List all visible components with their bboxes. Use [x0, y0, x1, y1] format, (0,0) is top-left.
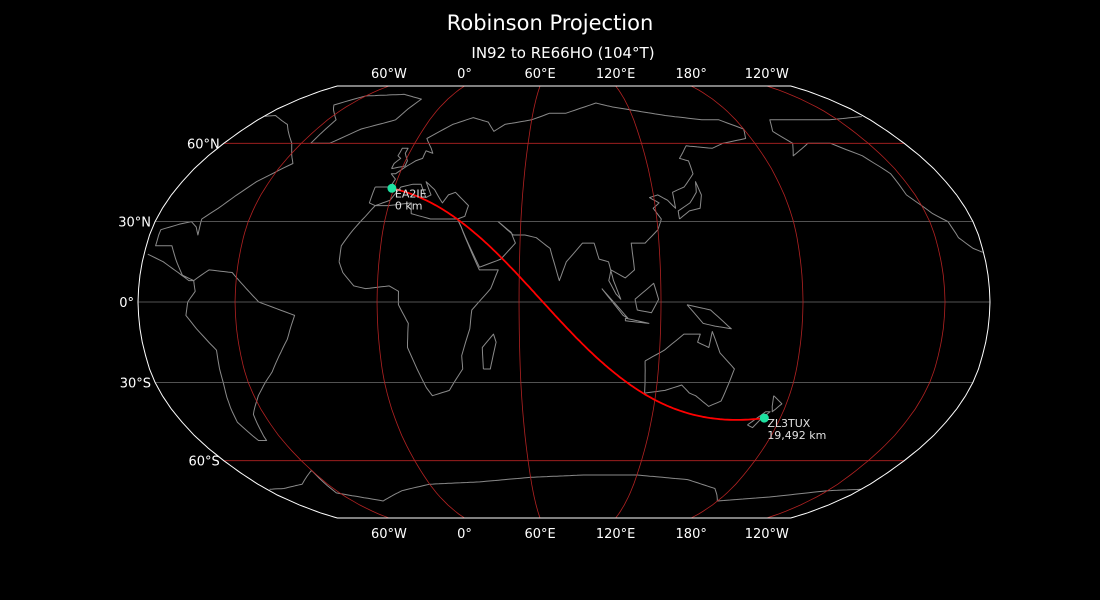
- station-distance: 19,492 km: [767, 429, 826, 442]
- station-callsign: ZL3TUX: [767, 417, 810, 430]
- coastline: [677, 181, 702, 220]
- coastline: [310, 93, 422, 144]
- lat-label: 60°S: [189, 455, 220, 470]
- coastline: [147, 115, 294, 282]
- graticule: [138, 85, 990, 519]
- coastline: [269, 469, 718, 502]
- lon-label-top: 120°W: [745, 67, 789, 82]
- coastline: [601, 288, 629, 319]
- lon-label-bottom: 60°W: [371, 527, 407, 542]
- coastline: [185, 269, 296, 441]
- lon-label-bottom: 60°E: [524, 527, 555, 542]
- lat-label: 30°S: [120, 376, 151, 391]
- coastline: [481, 333, 497, 370]
- lon-label-top: 60°W: [371, 67, 407, 82]
- coastline: [644, 331, 735, 407]
- coastline: [686, 304, 732, 330]
- lat-label: 30°N: [118, 216, 151, 231]
- lon-label-bottom: 120°E: [596, 527, 636, 542]
- lon-label-top: 60°E: [524, 67, 555, 82]
- coastline: [771, 395, 783, 413]
- meridian-line: [615, 85, 662, 519]
- lat-label: 0°: [119, 296, 134, 311]
- lon-label-top: 0°: [457, 67, 472, 82]
- meridian-line: [518, 85, 541, 519]
- meridian-line: [691, 85, 804, 519]
- station-marker: [387, 183, 397, 193]
- coastline: [368, 102, 747, 300]
- coastline: [769, 116, 862, 132]
- lon-label-top: 120°E: [596, 67, 636, 82]
- meridian-line: [766, 85, 946, 519]
- lon-label-bottom: 180°: [676, 527, 707, 542]
- map-subtitle: IN92 to RE66HO (104°T): [471, 44, 654, 62]
- grid-labels: 60°W 60°W 0° 0° 60°E 60°E 120°E 120°E 180° 180° 12…: [118, 67, 789, 542]
- coastlines: [147, 93, 983, 502]
- coastline: [624, 317, 650, 324]
- great-circle-route: [391, 187, 765, 421]
- station-distance: 0 km: [395, 199, 423, 212]
- map-boundary: [137, 85, 991, 519]
- meridian-line: [376, 85, 465, 519]
- meridian-line: [234, 85, 390, 519]
- map-title: Robinson Projection: [447, 11, 654, 35]
- route-line: [391, 187, 765, 421]
- lon-label-bottom: 120°W: [745, 527, 789, 542]
- lat-label: 60°N: [187, 137, 220, 152]
- coastline: [338, 202, 499, 397]
- coastline: [391, 147, 409, 170]
- station-marker: [759, 413, 769, 423]
- lon-label-bottom: 0°: [457, 527, 472, 542]
- coastline: [772, 130, 983, 253]
- coastline: [634, 282, 660, 314]
- coastline: [717, 488, 861, 502]
- map-outline: [137, 85, 991, 519]
- station-callsign: EA2IE: [395, 187, 427, 200]
- lon-label-top: 180°: [676, 67, 707, 82]
